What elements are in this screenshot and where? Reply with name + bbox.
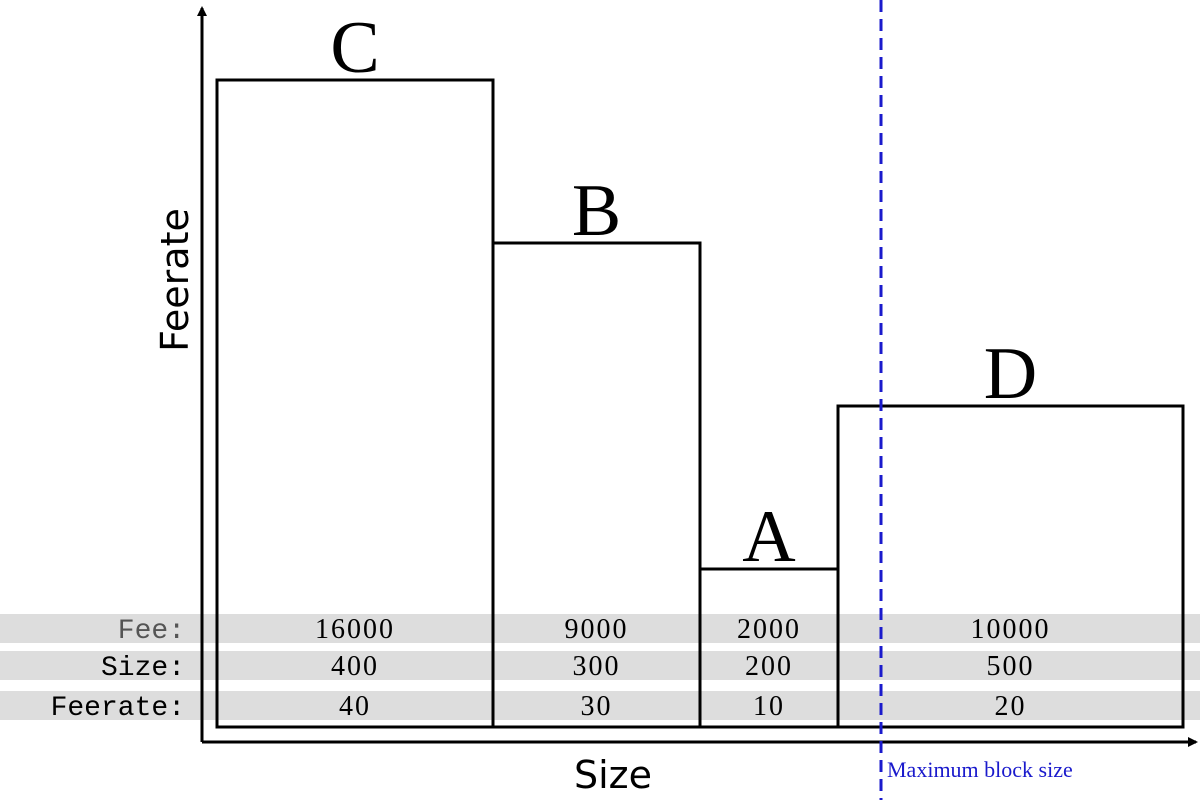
fee-value: 10000 <box>971 614 1051 645</box>
box-label: C <box>330 7 379 89</box>
size-value: 400 <box>331 651 379 682</box>
limit-label: Maximum block size <box>887 757 1073 782</box>
size-value: 500 <box>987 651 1035 682</box>
feerate-value: 30 <box>581 691 613 722</box>
fee-value: 16000 <box>315 614 395 645</box>
box <box>491 241 702 729</box>
band <box>0 691 1200 720</box>
feerate-value: 10 <box>753 691 785 722</box>
feerate-value: 20 <box>995 691 1027 722</box>
box-label: D <box>984 333 1037 415</box>
row-label: Size: <box>101 653 185 684</box>
row-label: Fee: <box>118 616 185 647</box>
x-axis-label: Size <box>574 753 652 797</box>
row-label: Feerate: <box>51 693 185 724</box>
fee-value: 2000 <box>737 614 801 645</box>
band <box>0 651 1200 680</box>
y-axis-label: Feerate <box>153 208 197 352</box>
size-value: 200 <box>745 651 793 682</box>
box-label: A <box>742 496 795 578</box>
box <box>836 404 1185 729</box>
table-bands <box>0 614 1200 720</box>
feerate-value: 40 <box>339 691 371 722</box>
boxes: C 16000 400 40 B 9000 300 30 A 2000 200 10 D 10000 500… <box>215 7 1185 729</box>
box-label: B <box>572 170 621 252</box>
size-value: 300 <box>573 651 621 682</box>
band <box>0 614 1200 643</box>
fee-value: 9000 <box>565 614 629 645</box>
